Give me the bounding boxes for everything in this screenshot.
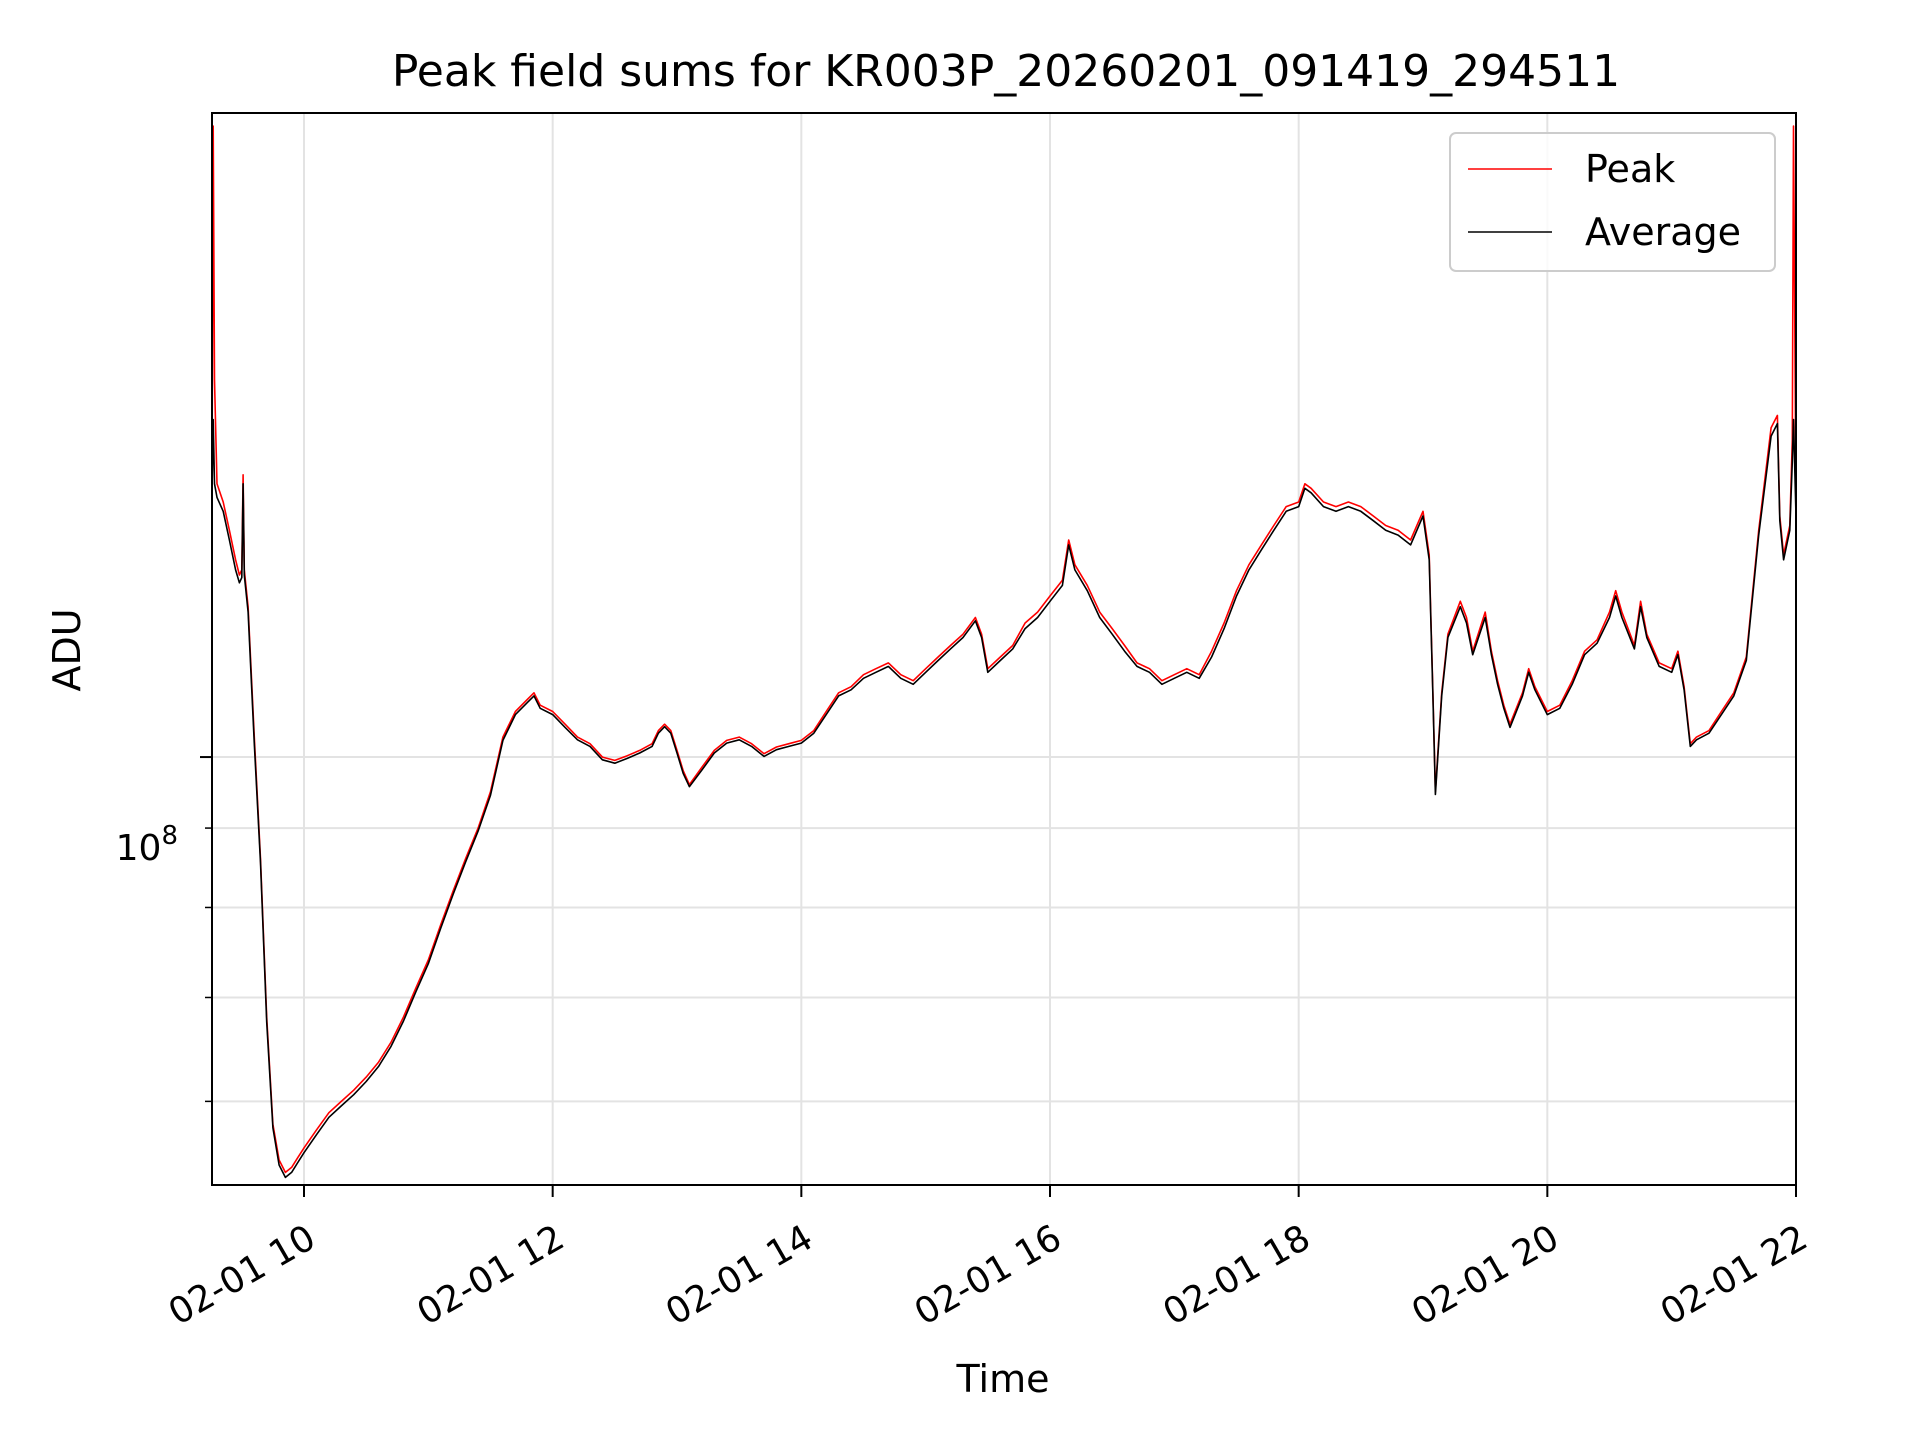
chart-title: Peak field sums for KR003P_20260201_0914… <box>392 46 1620 97</box>
legend: Peak Average <box>1449 132 1776 272</box>
y-tick-base: 10 <box>116 828 162 869</box>
legend-box <box>1449 132 1776 272</box>
x-axis-label: Time <box>956 1357 1050 1401</box>
plot-area <box>212 125 1796 1179</box>
grid-layer <box>212 113 1796 1185</box>
series-line-average <box>212 418 1796 1179</box>
y-major-tick-label: 108 <box>116 821 178 869</box>
plot-frame <box>211 112 1797 1186</box>
series-layer <box>212 125 1796 1179</box>
y-tick-exponent: 8 <box>161 821 178 851</box>
series-line-peak <box>212 125 1796 1174</box>
y-axis-label: ADU <box>45 608 89 691</box>
svg-text:108: 108 <box>116 821 178 869</box>
legend-label-average: Average <box>1585 210 1741 254</box>
legend-label-peak: Peak <box>1585 147 1675 191</box>
